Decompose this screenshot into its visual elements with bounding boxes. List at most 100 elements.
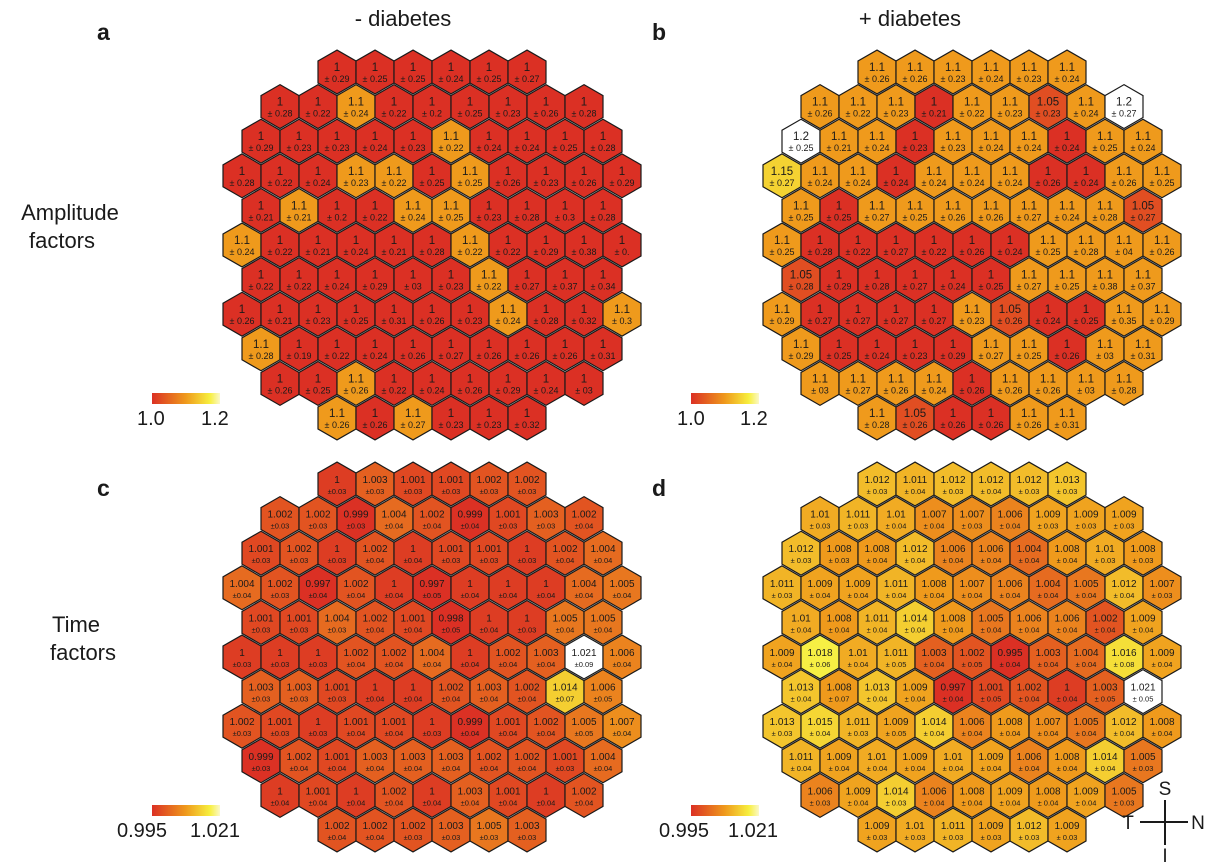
hex-mean-value: 1.1 xyxy=(907,200,923,212)
hex-mean-value: 1 xyxy=(315,304,321,316)
hex-mean-value: 1.005 xyxy=(978,613,1003,624)
hex-cell: 1.005±0.04 xyxy=(602,565,642,611)
hex-mean-value: 1 xyxy=(315,648,321,659)
hex-sd-value: ±0.04 xyxy=(309,798,328,807)
hex-sd-value: ± 0.28 xyxy=(515,212,540,222)
hex-mean-value: 1.008 xyxy=(921,579,946,590)
hex-sd-value: ± 0.22 xyxy=(363,212,388,222)
hex-sd-value: ± 0.26 xyxy=(344,385,369,395)
hex-mean-value: 0.999 xyxy=(248,752,273,763)
hex-mean-value: 1.009 xyxy=(978,821,1003,832)
hex-sd-value: ±0.04 xyxy=(575,591,594,600)
hex-mean-value: 1 xyxy=(315,717,321,728)
hex-sd-value: ± 0.23 xyxy=(439,420,464,430)
hex-mean-value: 1.006 xyxy=(921,786,946,797)
hex-mean-value: 1 xyxy=(1064,131,1070,143)
hex-sd-value: ± 0.05 xyxy=(981,695,1002,704)
hex-sd-value: ± 0.2 xyxy=(422,109,442,119)
hex-sd-value: ± 0.04 xyxy=(1019,625,1040,634)
hex-sd-value: ± 0.03 xyxy=(962,522,983,531)
hex-cell: 1± 0.26 xyxy=(469,326,509,372)
hex-mean-value: 1 xyxy=(353,786,359,797)
hex-mean-value: 1.012 xyxy=(940,475,965,486)
hex-sd-value: ± 0.26 xyxy=(884,385,909,395)
hex-sd-value: ± 0.26 xyxy=(941,420,966,430)
hex-cell: 1.008± 0.03 xyxy=(1123,530,1163,576)
hex-sd-value: ± 0.25 xyxy=(979,282,1004,292)
hex-sd-value: ± 0.26 xyxy=(268,385,293,395)
hex-sd-value: ±0.04 xyxy=(537,729,556,738)
hex-mean-value: 1.1 xyxy=(1021,339,1037,351)
hex-sd-value: ± 0.22 xyxy=(306,109,331,119)
hex-mean-value: 1.1 xyxy=(1040,373,1056,385)
hex-sd-value: ±0.03 xyxy=(309,522,328,531)
hex-cell: 1.004± 0.04 xyxy=(1028,565,1068,611)
hex-mean-value: 1.1 xyxy=(234,235,250,247)
hex-mean-value: 1.1 xyxy=(348,97,364,109)
hex-mean-value: 1.05 xyxy=(1037,97,1059,109)
hex-shape xyxy=(1142,291,1182,337)
hex-sd-value: ± 0.03 xyxy=(1133,764,1154,773)
hex-sd-value: ± 0.35 xyxy=(1112,316,1137,326)
hex-cell: 1.013± 0.03 xyxy=(762,703,802,749)
hex-sd-value: ± 0.24 xyxy=(1055,143,1080,153)
hex-sd-value: ± 0.25 xyxy=(306,385,331,395)
hex-mean-value: 1 xyxy=(836,339,842,351)
hex-mean-value: 1.1 xyxy=(812,373,828,385)
hex-cell: 1.008± 0.04 xyxy=(1142,703,1182,749)
hex-cell: 1± 0.28 xyxy=(564,83,604,130)
hex-sd-value: ± 0.06 xyxy=(810,660,831,669)
hex-sd-value: ± 0.26 xyxy=(1036,385,1061,395)
hex-mean-value: 1.012 xyxy=(788,544,813,555)
hex-cell: 1.007±0.04 xyxy=(602,703,642,749)
hex-sd-value: ± 0.38 xyxy=(1093,282,1118,292)
hex-sd-value: ± 0.22 xyxy=(922,247,947,257)
hex-cell: 1.002±0.03 xyxy=(507,461,547,507)
hex-cell: 1± 0.28 xyxy=(800,222,840,268)
hex-mean-value: 1 xyxy=(429,786,435,797)
hex-mean-value: 0.999 xyxy=(457,510,482,521)
hex-mean-value: 0.997 xyxy=(419,579,444,590)
hex-mean-value: 1.1 xyxy=(888,97,904,109)
hex-sd-value: ± 0.04 xyxy=(810,591,831,600)
hex-cell: 1.002±0.04 xyxy=(374,772,414,819)
hex-cell: 1± 0.28 xyxy=(526,291,566,337)
hex-sd-value: ±0.03 xyxy=(518,625,537,634)
hex-cell: 1.009± 0.04 xyxy=(1123,599,1163,646)
scale-min-label-d: 0.995 xyxy=(659,820,709,842)
hex-mean-value: 1.008 xyxy=(826,683,851,694)
hex-shape xyxy=(1123,187,1163,234)
hex-sd-value: ± 0.04 xyxy=(1152,729,1173,738)
hex-sd-value: ± 0.04 xyxy=(905,487,926,496)
hex-sd-value: ± 0.04 xyxy=(1076,798,1097,807)
hex-sd-value: ± 0.27 xyxy=(979,351,1004,361)
hex-shape xyxy=(507,49,547,95)
hex-mean-value: 1 xyxy=(505,235,511,247)
hex-cell: 1.009± 0.03 xyxy=(971,807,1011,853)
hex-sd-value: ± 0.26 xyxy=(941,212,966,222)
hex-cell: 1±0.03 xyxy=(507,599,547,646)
hex-sd-value: ± 0.04 xyxy=(981,487,1002,496)
hex-sd-value: ± 0.27 xyxy=(884,316,909,326)
hex-cell: 1± 0.38 xyxy=(564,222,604,268)
panel-letter-a: a xyxy=(97,19,110,45)
hex-cell: 1.1± 0.26 xyxy=(971,187,1011,234)
hex-mean-value: 1.008 xyxy=(1149,717,1174,728)
hex-sd-value: ± 0.25 xyxy=(903,212,928,222)
hex-cell: 1.05± 0.26 xyxy=(990,291,1030,337)
hex-cell: 1.001±0.03 xyxy=(241,530,281,576)
hex-cell: 1.01± 0.03 xyxy=(895,807,935,853)
hex-mean-value: 1 xyxy=(372,200,378,212)
hex-sd-value: ±0.04 xyxy=(499,798,518,807)
hex-sd-value: ± 0.03 xyxy=(867,487,888,496)
hex-mean-value: 1 xyxy=(543,97,549,109)
hex-shape xyxy=(583,256,623,303)
hex-cell: 1.008± 0.04 xyxy=(819,599,859,646)
hex-sd-value: ±0.04 xyxy=(366,764,385,773)
hex-cell: 1.1± 0.23 xyxy=(933,118,973,164)
hex-mean-value: 1.002 xyxy=(324,821,349,832)
hex-shape xyxy=(1123,326,1163,372)
hex-mean-value: 1 xyxy=(543,235,549,247)
panel-letter-b: b xyxy=(652,19,666,45)
hex-sd-value: ± 0.04 xyxy=(848,660,869,669)
